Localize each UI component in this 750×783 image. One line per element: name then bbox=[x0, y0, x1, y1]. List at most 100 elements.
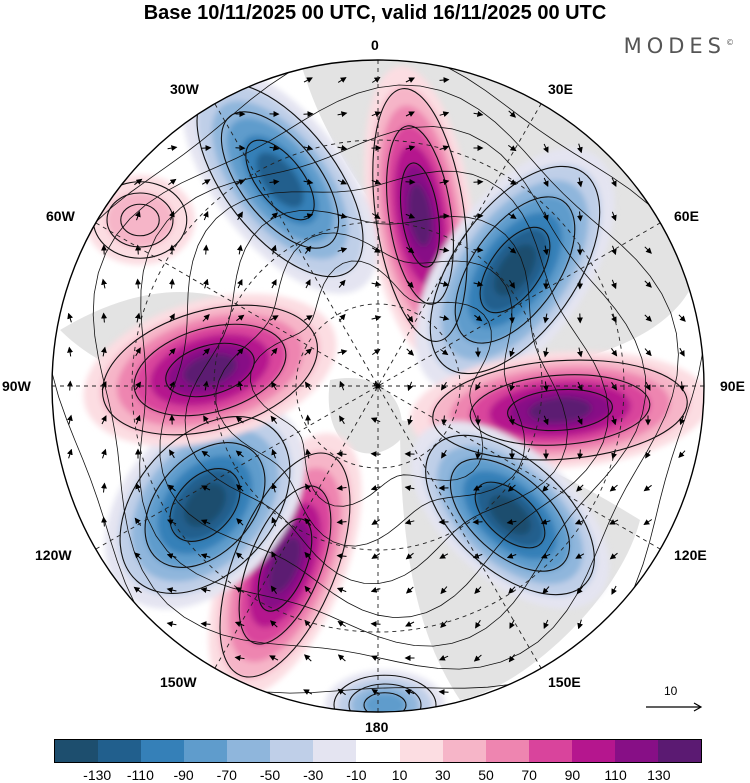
streamline bbox=[165, 342, 255, 398]
wind-vector bbox=[405, 621, 415, 627]
wind-vector bbox=[305, 483, 311, 493]
colorbar-tick-label: 90 bbox=[564, 767, 581, 783]
wind-vector bbox=[506, 552, 517, 559]
wind-vector bbox=[236, 484, 244, 492]
wind-vector bbox=[507, 179, 517, 185]
streamline bbox=[238, 485, 332, 645]
wind-vector bbox=[576, 211, 583, 222]
wind-vector bbox=[370, 451, 381, 458]
wind-vector bbox=[577, 449, 584, 460]
wind-vector bbox=[101, 415, 107, 425]
wind-vector bbox=[303, 315, 313, 321]
wind-vector bbox=[134, 178, 143, 186]
wind-vector bbox=[371, 213, 381, 220]
wind-vector bbox=[303, 178, 314, 185]
wind-vector bbox=[576, 347, 583, 358]
wind-vector bbox=[404, 689, 415, 695]
colorbar-swatch bbox=[657, 740, 701, 762]
wind-vector bbox=[473, 179, 484, 186]
wind-vector bbox=[508, 415, 515, 426]
colorbar-tick-label: -90 bbox=[173, 767, 194, 783]
streamline bbox=[133, 323, 287, 417]
wind-vector bbox=[135, 278, 142, 289]
colorbar-swatch bbox=[399, 740, 443, 762]
wind-vector bbox=[439, 553, 449, 559]
wind-vector bbox=[303, 689, 313, 695]
wind-vector bbox=[438, 689, 449, 696]
wind-vector bbox=[337, 247, 348, 254]
wind-vector bbox=[406, 280, 414, 289]
wind-vector bbox=[643, 519, 653, 526]
wind-vector bbox=[168, 278, 175, 289]
colorbar-swatch bbox=[270, 740, 314, 762]
wind-vector bbox=[101, 448, 107, 459]
colorbar-swatch bbox=[528, 740, 572, 762]
colorbar-swatch bbox=[614, 740, 658, 762]
wind-vector bbox=[543, 177, 549, 188]
wind-vector bbox=[576, 586, 584, 595]
streamline bbox=[119, 416, 291, 594]
reference-vector-arrow bbox=[646, 702, 703, 712]
wind-vector bbox=[237, 211, 243, 221]
wind-vector bbox=[337, 620, 346, 627]
wind-vector bbox=[611, 211, 617, 222]
wind-vector bbox=[610, 348, 618, 357]
wind-vector bbox=[371, 688, 380, 695]
wind-vector bbox=[304, 348, 313, 356]
wind-vector bbox=[508, 654, 516, 663]
wind-vector bbox=[271, 516, 277, 527]
wind-vector bbox=[438, 655, 449, 661]
colorbar-tick-label: 110 bbox=[604, 767, 627, 783]
wind-vector bbox=[542, 484, 550, 492]
wind-vector bbox=[405, 145, 416, 152]
wind-vector bbox=[609, 484, 618, 492]
wind-vector bbox=[135, 482, 141, 493]
wind-vector bbox=[370, 417, 381, 423]
lon-label-30e: 30E bbox=[548, 81, 573, 97]
wind-vector bbox=[337, 654, 346, 662]
wind-vector bbox=[644, 314, 652, 322]
wind-vector bbox=[234, 655, 245, 662]
colorbar-swatch bbox=[141, 740, 185, 762]
wind-vector bbox=[168, 347, 176, 356]
wind-vector bbox=[542, 245, 549, 256]
colorbar-swatch bbox=[571, 740, 615, 762]
wind-vector bbox=[339, 415, 345, 425]
streamline bbox=[432, 359, 688, 461]
wind-vector bbox=[643, 484, 652, 492]
wind-vector bbox=[336, 553, 347, 560]
wind-vector bbox=[439, 179, 450, 186]
wind-vector bbox=[542, 586, 550, 595]
wind-vector bbox=[439, 77, 450, 84]
lon-label-180: 180 bbox=[365, 719, 389, 735]
wind-vector bbox=[269, 179, 280, 186]
streamline bbox=[429, 165, 601, 375]
wind-vector bbox=[270, 415, 278, 424]
wind-vector bbox=[67, 312, 74, 323]
wind-vector bbox=[611, 279, 617, 290]
wind-vector bbox=[236, 347, 244, 356]
wind-vector bbox=[509, 279, 516, 289]
wind-vector bbox=[303, 654, 312, 662]
wind-vector bbox=[611, 177, 617, 188]
wind-vector bbox=[679, 347, 685, 357]
streamline bbox=[479, 226, 551, 314]
wind-vector bbox=[609, 552, 618, 560]
colorbar-swatch bbox=[98, 740, 142, 762]
colorbar-tick-label: 10 bbox=[391, 767, 408, 783]
wind-vector bbox=[200, 587, 211, 594]
wind-vector bbox=[543, 143, 549, 154]
colorbar-tick-label: 50 bbox=[478, 767, 494, 783]
wind-vector bbox=[235, 179, 246, 185]
wind-vector bbox=[543, 313, 550, 324]
wind-vector bbox=[166, 587, 177, 594]
streamline bbox=[400, 162, 440, 268]
colorbar-swatch bbox=[485, 740, 529, 762]
wind-vector bbox=[337, 212, 348, 219]
wind-vector bbox=[337, 349, 348, 356]
wind-vector bbox=[134, 210, 141, 221]
graticule bbox=[52, 60, 704, 712]
wind-vector bbox=[200, 621, 211, 628]
streamline bbox=[348, 683, 422, 712]
wind-vector bbox=[370, 484, 381, 491]
